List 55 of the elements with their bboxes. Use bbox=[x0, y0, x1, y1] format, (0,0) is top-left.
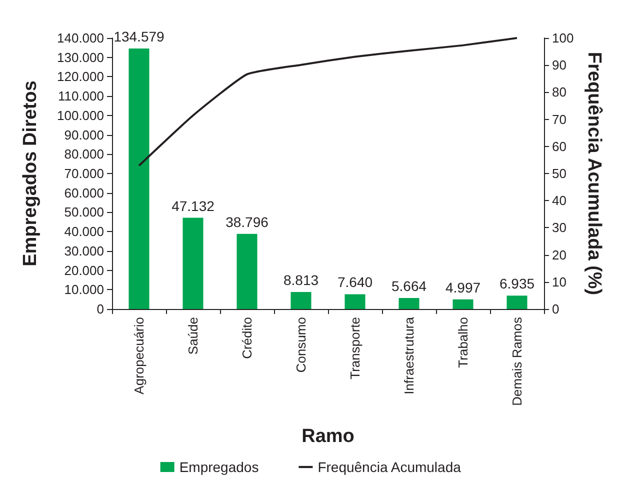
legend-label: Frequência Acumulada bbox=[318, 459, 462, 475]
data-label: 7.640 bbox=[337, 274, 373, 290]
y-tick-label: 120.000 bbox=[57, 69, 104, 84]
y-tick-label: 60.000 bbox=[64, 185, 104, 200]
x-tick-label: Crédito bbox=[240, 317, 254, 359]
bar bbox=[128, 48, 150, 309]
x-tick-label: Trabalho bbox=[456, 317, 470, 368]
bar bbox=[344, 294, 366, 309]
bar bbox=[182, 218, 204, 309]
data-label: 134.579 bbox=[114, 28, 165, 44]
y2-axis-title: Frequência Acumulada (%) bbox=[584, 52, 605, 296]
data-label: 4.997 bbox=[445, 279, 481, 296]
x-tick-label: Consumo bbox=[294, 317, 308, 373]
data-label: 6.935 bbox=[499, 276, 535, 292]
data-label: 47.132 bbox=[172, 198, 215, 214]
y2-tick-label: 20 bbox=[552, 247, 566, 262]
y-tick-label: 0 bbox=[96, 302, 104, 316]
y2-tick-label: 100 bbox=[552, 30, 574, 46]
y2-tick-label: 0 bbox=[552, 302, 560, 316]
y-tick-label: 90.000 bbox=[64, 127, 104, 142]
y-tick-label: 50.000 bbox=[64, 204, 104, 220]
x-tick-label: Infraestrutura bbox=[402, 316, 416, 394]
x-tick-label: Transporte bbox=[348, 317, 362, 380]
x-tick-label: Demais Ramos bbox=[510, 316, 524, 406]
y-tick-label: 70.000 bbox=[64, 166, 104, 181]
y-tick-label: 20.000 bbox=[64, 262, 104, 278]
x-axis-title: Ramo bbox=[302, 426, 354, 447]
y2-tick-label: 30 bbox=[552, 220, 566, 236]
data-label: 8.813 bbox=[283, 272, 319, 288]
y-tick-label: 30.000 bbox=[64, 243, 104, 258]
y-tick-label: 10.000 bbox=[64, 282, 104, 298]
x-tick-label: Saúde bbox=[186, 317, 200, 355]
legend-label: Empregados bbox=[179, 459, 259, 475]
bar bbox=[398, 298, 420, 309]
bar bbox=[452, 299, 474, 309]
y2-tick-label: 50 bbox=[552, 166, 566, 181]
y2-tick-label: 70 bbox=[552, 112, 566, 127]
bar bbox=[236, 234, 258, 309]
y-tick-label: 100.000 bbox=[57, 108, 104, 123]
y2-tick-label: 60 bbox=[552, 138, 566, 154]
y-tick-label: 110.000 bbox=[58, 88, 104, 104]
bar bbox=[290, 292, 312, 309]
y2-tick-label: 90 bbox=[552, 58, 566, 73]
y-tick-label: 140.000 bbox=[57, 30, 104, 46]
y-tick-label: 80.000 bbox=[64, 146, 104, 162]
x-tick-label: Agropecuário bbox=[132, 317, 146, 394]
y2-tick-label: 80 bbox=[552, 84, 566, 100]
y-axis-title: Empregados Diretos bbox=[20, 80, 41, 266]
y2-tick-label: 40 bbox=[552, 193, 566, 208]
y-tick-label: 130.000 bbox=[57, 50, 104, 65]
y2-tick-label: 10 bbox=[552, 274, 566, 290]
data-label: 38.796 bbox=[226, 214, 269, 230]
data-label: 5.664 bbox=[391, 278, 427, 294]
y-tick-label: 40.000 bbox=[64, 224, 104, 240]
bar bbox=[506, 296, 528, 309]
